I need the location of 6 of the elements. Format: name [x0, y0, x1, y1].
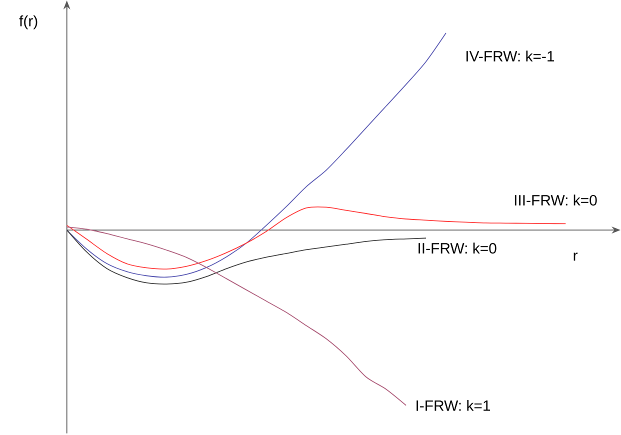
series-label: II-FRW: k=0 — [418, 242, 496, 254]
y-axis-title: f(r) — [19, 15, 38, 30]
x-axis-title: r — [574, 252, 578, 260]
series-label: I-FRW: k=1 — [416, 400, 490, 411]
series-label: IV-FRW: k=-1 — [466, 50, 554, 62]
series-label: III-FRW: k=0 — [514, 194, 597, 206]
